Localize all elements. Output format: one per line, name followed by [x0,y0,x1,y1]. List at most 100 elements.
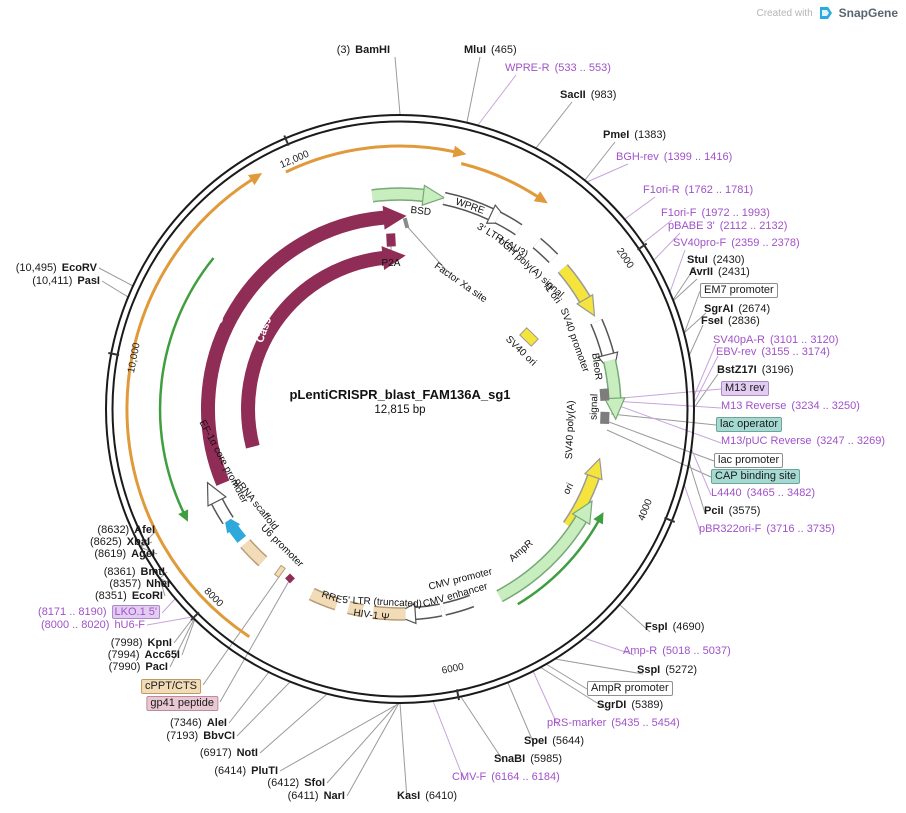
feature-box-label-m13-rev[interactable]: M13 rev [721,381,769,396]
primer-label-wpre-r[interactable]: WPRE-R (533 .. 553) [505,62,611,74]
cas9-cds-arc-outer[interactable] [201,205,407,486]
cppt-cts-feature[interactable] [273,564,286,579]
lac-operator-feature-box[interactable] [600,411,610,425]
hiv-psi-box[interactable] [347,602,364,616]
p2a-feature-box[interactable] [386,233,396,247]
enzyme-label-spei[interactable]: SpeI (5644) [524,735,585,747]
enzyme-label-kpni[interactable]: (7998) KpnI [110,637,172,649]
u6-promoter-box[interactable] [241,540,267,566]
enzyme-label-agei[interactable]: (8619) AgeI [94,548,155,560]
primer-label-pbr322ori-f[interactable]: pBR322ori-F (3716 .. 3735) [699,523,835,535]
enzyme-label-snabi[interactable]: SnaBI (5985) [494,753,562,765]
enzyme-label-afei[interactable]: (8632) AfeI [97,524,155,536]
enzyme-label-bbvci[interactable]: (7193) BbvCI [166,730,235,742]
enzyme-label-mlui[interactable]: MluI (465) [464,44,517,56]
feature-label-bsd[interactable]: BSD [410,205,432,218]
feature-label-ampr[interactable]: AmpR [507,538,535,565]
enzyme-label-acc65i[interactable]: (7994) Acc65I [107,649,180,661]
feature-label-sv40pa[interactable]: SV40 poly(A) [564,400,577,459]
feature-box-label-ampr-promoter[interactable]: AmpR promoter [587,681,673,696]
cmv-enhancer-box[interactable] [443,596,474,615]
orf-arc-green-bottomright[interactable] [517,512,604,606]
enzyme-label-ecorv[interactable]: (10,495) EcoRV [15,262,97,274]
ampr-feature-arrow[interactable] [497,499,593,601]
enzyme-label-stui[interactable]: StuI (2430) [687,254,745,266]
feature-box-label-cap-binding-site[interactable]: CAP binding site [711,469,801,484]
cmv-promoter-arrow[interactable] [392,602,442,625]
enzyme-label-pmei[interactable]: PmeI (1383) [603,129,667,141]
enzyme-label-sacii[interactable]: SacII (983) [560,89,617,101]
feature-label-hiv-psi[interactable]: HIV-1 Ψ [353,608,390,624]
feature-box-label-lac-promoter[interactable]: lac promoter [714,453,784,468]
bleor-feature-arrow[interactable] [603,359,626,421]
enzyme-label-bmti[interactable]: (8361) BmtI [103,566,165,578]
feature-label-sv40pa-signal[interactable]: signal [589,394,601,421]
orf-arc-orange-topright[interactable] [460,162,548,204]
feature-box-label-lac-operator[interactable]: lac operator [716,417,783,432]
enzyme-label-pasi[interactable]: (10,411) PasI [32,275,100,287]
gp41-peptide-feature[interactable] [285,573,295,584]
primer-label-pbabe3[interactable]: pBABE 3' (2112 .. 2132) [668,220,788,232]
bsd-feature-arrow[interactable] [371,184,446,207]
enzyme-label-pcii[interactable]: PciI (3575) [704,505,761,517]
m13-rev-feature-box[interactable] [599,388,610,401]
primer-label-l4440[interactable]: L4440 (3465 .. 3482) [711,487,816,499]
f1ori-feature-arrow[interactable] [558,265,596,317]
feature-label-ef1a[interactable]: EF-1α core promoter [197,418,250,505]
orf-arc-orange-top[interactable] [285,144,467,174]
primer-label-m13-puc-reverse[interactable]: M13/pUC Reverse (3247 .. 3269) [721,435,885,447]
feature-label-p2a[interactable]: P2A [382,258,401,269]
sv40-ori-feature-box[interactable] [519,327,539,347]
sv40-promoter-arrow[interactable] [591,319,619,377]
cas9-cds-arc-inner[interactable] [241,246,406,449]
enzyme-label-avrii[interactable]: AvrII (2431) [689,266,750,278]
primer-label-bgh-rev[interactable]: BGH-rev (1399 .. 1416) [616,151,733,163]
primer-label-m13-reverse[interactable]: M13 Reverse (3234 .. 3250) [721,400,860,412]
feature-box-label-em7-promoter[interactable]: EM7 promoter [700,283,778,298]
ltr5-feature-box[interactable] [372,606,406,620]
enzyme-label-alei[interactable]: (7346) AleI [170,717,227,729]
enzyme-label-nhei[interactable]: (8357) NheI [109,578,170,590]
enzyme-label-fspi[interactable]: FspI (4690) [645,621,705,633]
enzyme-label-noti[interactable]: (6917) NotI [199,747,258,759]
primer-label-f1ori-r[interactable]: F1ori-R (1762 .. 1781) [643,184,754,196]
primer-label-lko1-5[interactable]: (8171 .. 8190) LKO.1 5' [38,605,160,619]
primer-label-sv40pa-r[interactable]: SV40pA-R (3101 .. 3120) [713,334,839,346]
primer-label-ebv-rev[interactable]: EBV-rev (3155 .. 3174) [716,346,830,358]
bgh-pa-feature-box[interactable] [533,239,558,263]
feature-box-label-gp41-peptide[interactable]: gp41 peptide [146,696,218,711]
feature-label-5ltr[interactable]: 5' LTR (truncated) [342,595,422,610]
enzyme-label-paci[interactable]: (7990) PacI [108,661,168,673]
feature-label-factor-xa[interactable]: Factor Xa site [432,261,489,306]
primer-label-f1ori-f[interactable]: F1ori-F (1972 .. 1993) [661,207,770,219]
primer-label-sv40pro-f[interactable]: SV40pro-F (2359 .. 2378) [673,237,800,249]
enzyme-label-ecori[interactable]: (8351) EcoRI [95,590,163,602]
enzyme-label-fsei[interactable]: FseI (2836) [701,315,760,327]
feature-box-label-cppt-cts[interactable]: cPPT/CTS [141,679,201,694]
ef1a-promoter-arrow[interactable] [206,481,233,524]
enzyme-label-sfoi[interactable]: (6412) SfoI [267,777,325,789]
rre-feature-box[interactable] [309,589,339,609]
enzyme-label-sgrai[interactable]: SgrAI (2674) [704,303,771,315]
feature-label-sv40-promoter[interactable]: SV40 promoter [558,307,592,375]
enzyme-label-xbai[interactable]: (8625) XbaI [89,536,150,548]
enzyme-label-sspi[interactable]: SspI (5272) [637,664,698,676]
feature-label-ori[interactable]: ori [561,481,576,496]
orf-arc-green-left[interactable] [158,257,215,522]
enzyme-label-sgrdi[interactable]: SgrDI (5389) [597,699,664,711]
ltr3-feature-box[interactable] [495,212,522,235]
feature-label-u6-promoter[interactable]: U6 promoter [258,523,306,571]
enzyme-label-pluti[interactable]: (6414) PluTI [214,765,278,777]
enzyme-label-nari[interactable]: (6411) NarI [287,790,345,802]
primer-label-amp-r[interactable]: Amp-R (5018 .. 5037) [623,645,731,657]
wpre-feature-arrow[interactable] [442,193,512,224]
enzyme-label-kasi[interactable]: KasI (6410) [397,790,458,802]
orf-arc-orange-left[interactable] [125,172,263,638]
enzyme-label-bamhi[interactable]: (3) BamHI [336,44,390,56]
feature-label-bleor[interactable]: BleoR [589,352,604,381]
factor-xa-feature-tick[interactable] [402,217,410,229]
feature-label-f1ori[interactable]: f1 ori [541,281,563,305]
primer-label-cmv-f[interactable]: CMV-F (6164 .. 6184) [452,771,560,783]
enzyme-label-bstz17i[interactable]: BstZ17I (3196) [717,364,794,376]
primer-label-prs-marker[interactable]: pRS-marker (5435 .. 5454) [547,717,680,729]
